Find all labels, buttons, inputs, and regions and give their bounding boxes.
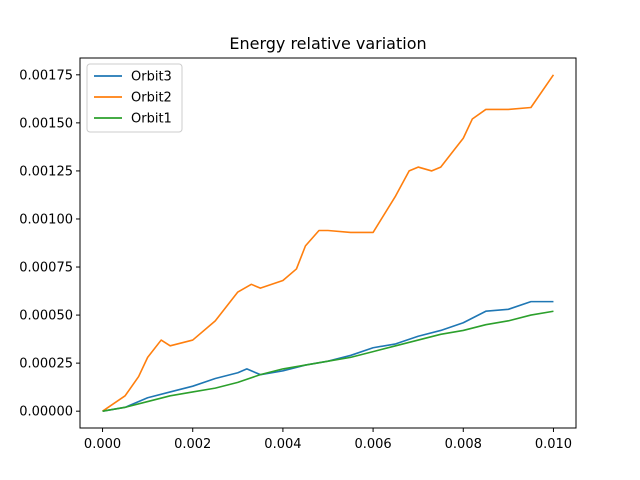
chart-title: Energy relative variation	[229, 34, 426, 53]
y-tick-label: 0.00025	[19, 357, 73, 372]
x-tick-label: 0.006	[354, 437, 391, 452]
x-tick-label: 0.010	[535, 437, 572, 452]
y-tick-label: 0.00150	[19, 116, 73, 131]
y-tick-label: 0.00125	[19, 164, 73, 179]
series-line-orbit1	[102, 310, 554, 412]
x-tick-label: 0.008	[445, 437, 482, 452]
series-layer	[102, 74, 555, 412]
y-tick-label: 0.00050	[19, 309, 73, 324]
legend-label-orbit1: Orbit1	[131, 112, 172, 127]
legend-label-orbit3: Orbit3	[131, 70, 172, 85]
x-tick-label: 0.002	[174, 437, 211, 452]
x-axis: 0.000 0.002 0.004 0.006 0.008 0.010	[84, 428, 572, 452]
legend-frame	[86, 63, 183, 133]
legend-label-orbit2: Orbit2	[131, 91, 172, 106]
plot-frame	[79, 57, 577, 429]
y-tick-label: 0.00000	[19, 405, 73, 420]
legend: Orbit3 Orbit2 Orbit1	[86, 63, 183, 133]
y-axis: 0.00000 0.00025 0.00050 0.00075 0.00100 0.001…	[19, 68, 80, 420]
series-line-orbit2	[102, 74, 555, 412]
y-tick-label: 0.00075	[19, 261, 73, 276]
y-tick-label: 0.00100	[19, 212, 73, 227]
y-tick-label: 0.00175	[19, 68, 73, 83]
x-tick-label: 0.000	[84, 437, 121, 452]
x-tick-label: 0.004	[264, 437, 301, 452]
